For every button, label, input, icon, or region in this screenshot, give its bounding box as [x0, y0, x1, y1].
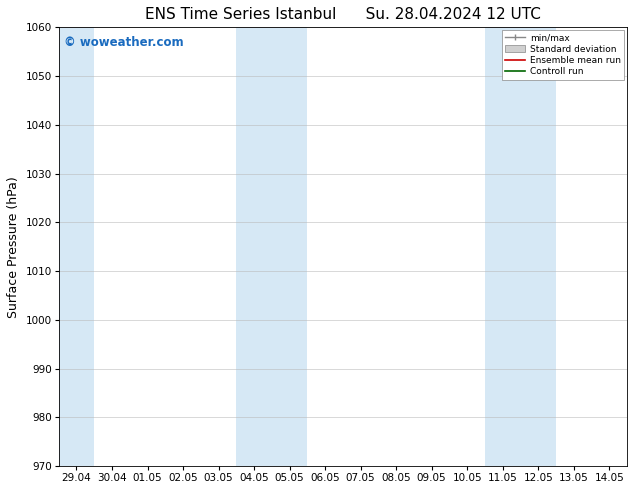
Bar [236, 27, 307, 466]
Y-axis label: Surface Pressure (hPa): Surface Pressure (hPa) [7, 176, 20, 318]
Title: ENS Time Series Istanbul      Su. 28.04.2024 12 UTC: ENS Time Series Istanbul Su. 28.04.2024 … [145, 7, 541, 22]
Text: © woweather.com: © woweather.com [65, 36, 184, 49]
Legend: min/max, Standard deviation, Ensemble mean run, Controll run: min/max, Standard deviation, Ensemble me… [501, 30, 624, 80]
Bar [59, 27, 94, 466]
Bar [485, 27, 556, 466]
